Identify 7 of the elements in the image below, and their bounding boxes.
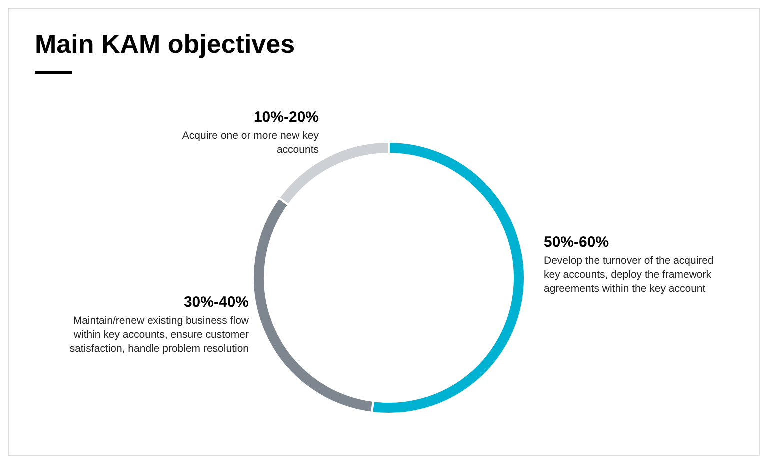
slice-label: Acquire one or more new key accounts <box>181 129 319 157</box>
slice-label: Maintain/renew existing business flow within key accounts, ensure customer satisfaction, handle problem resolution <box>68 314 249 356</box>
text: 10%-20% <box>252 109 319 126</box>
text: 30%-40% <box>182 294 249 311</box>
chart-title: Main KAM objectives <box>35 29 296 60</box>
slice-label: Develop the turnover of the acquired key accounts, deploy the framework agreements within the key account <box>544 254 714 296</box>
text: 50%-60% <box>544 234 610 251</box>
